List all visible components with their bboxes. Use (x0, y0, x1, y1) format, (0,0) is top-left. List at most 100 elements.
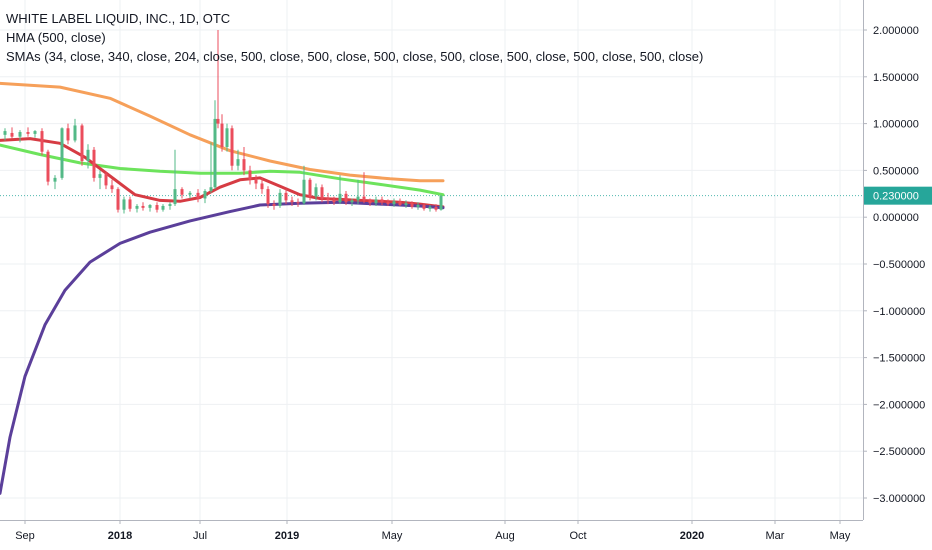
candle-body (225, 128, 229, 147)
candle-body (220, 123, 224, 147)
y-tick-label: 1.500000 (873, 72, 919, 84)
candle-body (284, 192, 288, 201)
candle-body (260, 183, 264, 190)
candle-body (135, 205, 139, 209)
candle-body (368, 200, 372, 204)
candle-body (326, 198, 330, 201)
candle-body (116, 189, 120, 210)
candle-body (26, 132, 30, 134)
candle-body (104, 174, 108, 186)
candle-body (168, 204, 172, 206)
candle-body (33, 131, 37, 134)
sma-line-1 (0, 81, 445, 183)
candle-body (296, 202, 300, 204)
candle-body (161, 205, 165, 210)
candle-body (350, 200, 354, 203)
last-price-label: 0.230000 (873, 191, 919, 203)
candle-body (332, 200, 336, 203)
candle-body (434, 206, 438, 210)
candle-body (53, 177, 57, 182)
sma-line-4 (0, 200, 445, 495)
candle-body (216, 118, 220, 124)
x-tick-label: Aug (495, 530, 515, 542)
candle-body (236, 159, 240, 166)
candle-body (128, 199, 132, 209)
candle-body (180, 189, 184, 195)
candle-body (338, 193, 342, 203)
y-tick-label: 1.000000 (873, 119, 919, 131)
last-price-badge (864, 186, 932, 205)
candle-body (196, 192, 200, 199)
candle-body (386, 202, 390, 205)
candle-body (362, 196, 366, 201)
candle-body (141, 205, 145, 208)
candle-body (272, 204, 276, 206)
x-tick-label: 2018 (108, 530, 132, 542)
candle-body (92, 149, 96, 178)
candle-body (10, 132, 14, 137)
candle-body (66, 128, 70, 141)
x-tick-label: May (830, 530, 851, 542)
legend-smas: SMAs (34, close, 340, close, 204, close,… (6, 49, 704, 64)
candle-body (40, 131, 44, 152)
legend-hma: HMA (500, close) (6, 30, 106, 45)
candle-body (46, 151, 50, 182)
x-tick-label: 2020 (680, 530, 704, 542)
candle-body (320, 187, 324, 199)
candle-body (3, 131, 7, 135)
candle-layer (3, 30, 443, 214)
candle-body (188, 192, 192, 195)
x-tick-label: Jul (193, 530, 207, 542)
candle-body (314, 187, 318, 197)
candle-body (80, 125, 84, 162)
candle-body (155, 205, 159, 210)
candle-body (344, 193, 348, 203)
candle-body (398, 201, 402, 206)
y-tick-label: −3.000000 (873, 493, 925, 505)
candle-body (248, 170, 252, 180)
legend: WHITE LABEL LIQUID, INC., 1D, OTC HMA (5… (6, 9, 703, 66)
y-tick-label: −2.500000 (873, 446, 925, 458)
candle-body (416, 205, 420, 207)
candle-body (203, 190, 207, 199)
candle-body (302, 179, 306, 204)
y-tick-label: 0.000000 (873, 212, 919, 224)
y-tick-label: −1.000000 (873, 306, 925, 318)
candle-body (213, 118, 217, 188)
candle-body (439, 195, 443, 210)
candle-body (410, 203, 414, 207)
candle-body (209, 187, 213, 191)
candle-body (380, 199, 384, 203)
candle-body (356, 196, 360, 201)
candle-body (374, 199, 378, 204)
candle-body (60, 128, 64, 178)
candle-body (422, 205, 426, 209)
candle-body (173, 189, 177, 205)
candle-body (428, 206, 432, 209)
x-tick-label: Sep (15, 530, 35, 542)
y-tick-label: −2.000000 (873, 399, 925, 411)
x-tick-label: Mar (766, 530, 785, 542)
candle-body (254, 179, 258, 184)
candle-body (122, 199, 126, 210)
candle-body (242, 159, 246, 171)
candle-body (278, 192, 282, 206)
candle-body (290, 200, 294, 203)
grid (0, 0, 863, 520)
x-tick-label: May (382, 530, 403, 542)
x-tick-label: 2019 (275, 530, 299, 542)
y-tick-label: −1.500000 (873, 353, 925, 365)
sma-line-2 (0, 143, 445, 197)
candle-body (18, 132, 22, 137)
candle-body (98, 174, 102, 178)
candle-body (392, 201, 396, 205)
y-tick-label: −0.500000 (873, 259, 925, 271)
candle-body (266, 189, 270, 205)
candle-body (86, 149, 90, 162)
candle-body (230, 128, 234, 166)
price-axis-bg (863, 0, 932, 550)
y-tick-label: 2.000000 (873, 25, 919, 37)
